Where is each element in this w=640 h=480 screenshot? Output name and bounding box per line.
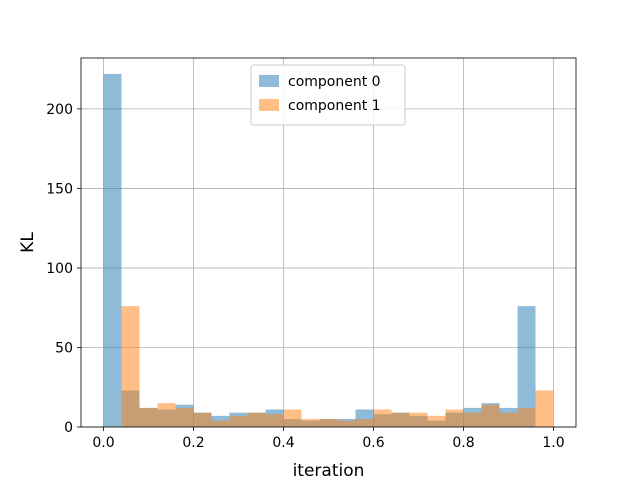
plot-frame xyxy=(80,57,577,428)
bar-series-1-bin-17 xyxy=(409,412,428,427)
x-tick-label: 0.0 xyxy=(92,435,114,451)
bar-series-1-bin-21 xyxy=(481,404,500,427)
bar-series-1-bin-14 xyxy=(355,419,374,427)
bar-series-1-bin-18 xyxy=(427,415,446,427)
x-tick-label: 0.2 xyxy=(182,435,204,451)
bar-series-1-bin-10 xyxy=(283,409,302,427)
bar-series-1-bin-19 xyxy=(445,409,464,427)
bar-series-1-bin-11 xyxy=(301,419,320,427)
bar-series-1-bin-9 xyxy=(265,414,284,427)
bar-series-1-bin-6 xyxy=(211,420,230,427)
bar-series-1-bin-23 xyxy=(517,407,536,427)
x-tick-label: 0.8 xyxy=(452,435,474,451)
bars-layer xyxy=(103,73,554,427)
bar-series-1-bin-16 xyxy=(391,412,410,427)
bar-series-1-bin-13 xyxy=(337,420,356,427)
legend-label-0: component 0 xyxy=(288,74,381,90)
legend-label-1: component 1 xyxy=(288,98,381,114)
y-tick-label: 200 xyxy=(46,102,73,118)
x-tick-label: 1.0 xyxy=(542,435,564,451)
y-tick-label: 150 xyxy=(46,181,73,197)
bar-series-1-bin-1 xyxy=(121,306,140,427)
bar-series-1-bin-7 xyxy=(229,415,248,427)
x-tick-label: 0.6 xyxy=(362,435,384,451)
legend-swatch-1 xyxy=(259,99,279,111)
bar-series-1-bin-24 xyxy=(535,390,554,427)
bar-series-0-bin-0 xyxy=(103,73,122,427)
bar-series-1-bin-20 xyxy=(463,412,482,427)
y-axis-label: KL xyxy=(18,232,38,253)
bar-series-0-bin-23 xyxy=(517,306,536,427)
axis-ticks: 0.0 0.2 0.4 0.6 0.8 1.0 0 50 100 150 200 xyxy=(46,102,564,451)
bar-series-1-bin-5 xyxy=(193,412,212,427)
bar-series-1-bin-8 xyxy=(247,412,266,427)
legend-swatch-0 xyxy=(259,75,279,87)
bar-series-1-bin-2 xyxy=(139,407,158,427)
bar-series-1-bin-3 xyxy=(157,403,176,427)
x-tick-label: 0.4 xyxy=(272,435,294,451)
legend-box xyxy=(250,64,406,126)
bar-series-1-bin-15 xyxy=(373,409,392,427)
legend: component 0 component 1 xyxy=(250,64,406,126)
x-axis-label: iteration xyxy=(293,461,365,480)
bar-series-1-bin-12 xyxy=(319,419,338,427)
y-tick-label: 100 xyxy=(46,261,73,277)
bar-series-1-bin-4 xyxy=(175,407,194,427)
bar-series-1-bin-22 xyxy=(499,412,518,427)
y-tick-label: 50 xyxy=(55,340,73,356)
y-tick-label: 0 xyxy=(64,420,73,436)
